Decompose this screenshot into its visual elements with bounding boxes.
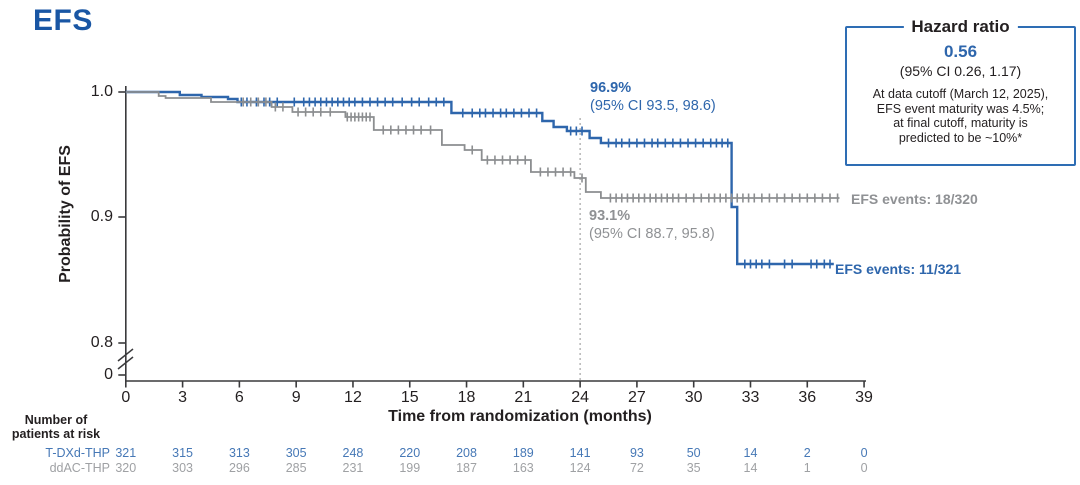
risk-count-t-dxd-thp: 220 [399,446,421,460]
note-line: at final cutoff, maturity is [893,116,1028,130]
curve-path [125,91,840,199]
risk-count-ddac-thp: 285 [285,461,307,475]
x-tick-label: 18 [457,389,476,406]
ddac-events-label: EFS events: 18/320 [851,191,978,207]
x-tick-label: 39 [855,389,873,406]
x-tick-label: 30 [684,389,703,406]
page-title: EFS [33,4,93,37]
risk-count-ddac-thp: 35 [686,461,701,475]
ddac-landmark-rate: 93.1% [589,208,631,224]
risk-count-ddac-thp: 303 [172,461,193,475]
risk-row-label-tdxd: T-DXd-THP [45,446,110,460]
risk-count-t-dxd-thp: 0 [860,446,868,460]
x-tick-label: 12 [344,389,362,406]
km-curve-t-dxd-thp [125,90,834,266]
risk-count-ddac-thp: 0 [860,461,868,475]
risk-count-t-dxd-thp: 248 [342,446,364,460]
risk-row-label-ddac: ddAC-THP [49,461,110,475]
note-line: predicted to be ~10%* [898,130,1023,145]
note-line: At data cutoff (March 12, 2025), [872,87,1049,101]
risk-count-t-dxd-thp: 315 [172,446,193,460]
ddac-landmark-ci: (95% CI 88.7, 95.8) [589,226,715,242]
x-tick-label: 0 [121,389,131,406]
risk-count-t-dxd-thp: 50 [686,446,701,460]
tdxd-landmark-rate: 96.9% [590,80,632,96]
x-tick-label: 9 [291,389,301,406]
risk-count-ddac-thp: 187 [456,461,477,475]
x-tick-label: 36 [798,389,817,406]
x-tick-label: 33 [741,389,760,406]
risk-count-t-dxd-thp: 2 [803,446,811,460]
risk-header-line2: patients at risk [11,427,101,441]
risk-count-t-dxd-thp: 14 [743,446,758,460]
tdxd-landmark-ci: (95% CI 93.5, 98.6) [590,98,716,114]
x-tick-label: 21 [514,389,533,406]
risk-count-ddac-thp: 72 [629,461,644,475]
hazard-ratio-ci: (95% CI 0.26, 1.17) [899,63,1022,79]
note-line: EFS event maturity was 4.5%; [876,101,1045,116]
risk-count-ddac-thp: 1 [803,461,811,475]
censor-ticks-ddac-thp [242,97,839,203]
x-axis-title: Time from randomization (months) [388,408,652,425]
hazard-ratio-note: At data cutoff (March 12, 2025), EFS eve… [847,87,1074,145]
risk-count-ddac-thp: 124 [569,461,591,475]
risk-count-t-dxd-thp: 321 [115,446,137,460]
risk-table-header: Number of patients at risk [2,413,110,441]
risk-count-t-dxd-thp: 93 [629,446,644,460]
risk-header-line1: Number of [24,413,88,427]
y-tick-label: 0 [104,366,113,383]
x-tick-label: 15 [400,389,419,406]
y-tick-label: 1.0 [90,83,113,100]
censor-ticks-t-dxd-thp [240,97,831,269]
risk-count-ddac-thp: 320 [115,461,137,475]
x-tick-label: 24 [571,389,589,406]
risk-count-ddac-thp: 14 [743,461,758,475]
y-axis-break [117,348,134,370]
risk-count-t-dxd-thp: 313 [228,446,250,460]
km-curve-ddac-thp [125,91,840,199]
risk-count-t-dxd-thp: 208 [456,446,477,460]
x-tick-label: 3 [178,389,188,406]
y-tick-label: 0.8 [90,334,113,351]
y-tick-label: 0.9 [90,208,113,225]
risk-count-t-dxd-thp: 141 [569,446,591,460]
curve-path [125,90,834,266]
hazard-ratio-box: Hazard ratio 0.56 (95% CI 0.26, 1.17) At… [845,17,1076,166]
risk-count-t-dxd-thp: 189 [512,446,534,460]
risk-count-ddac-thp: 199 [399,461,421,475]
x-tick-label: 6 [234,389,244,406]
hazard-ratio-value: 0.56 [943,42,978,61]
hazard-ratio-title: Hazard ratio [903,17,1018,37]
risk-count-t-dxd-thp: 305 [285,446,307,460]
x-tick-label: 27 [628,389,646,406]
risk-count-ddac-thp: 296 [228,461,250,475]
risk-count-ddac-thp: 163 [512,461,534,475]
tdxd-events-label: EFS events: 11/321 [835,261,962,277]
risk-count-ddac-thp: 231 [342,461,364,475]
axes [118,86,866,388]
